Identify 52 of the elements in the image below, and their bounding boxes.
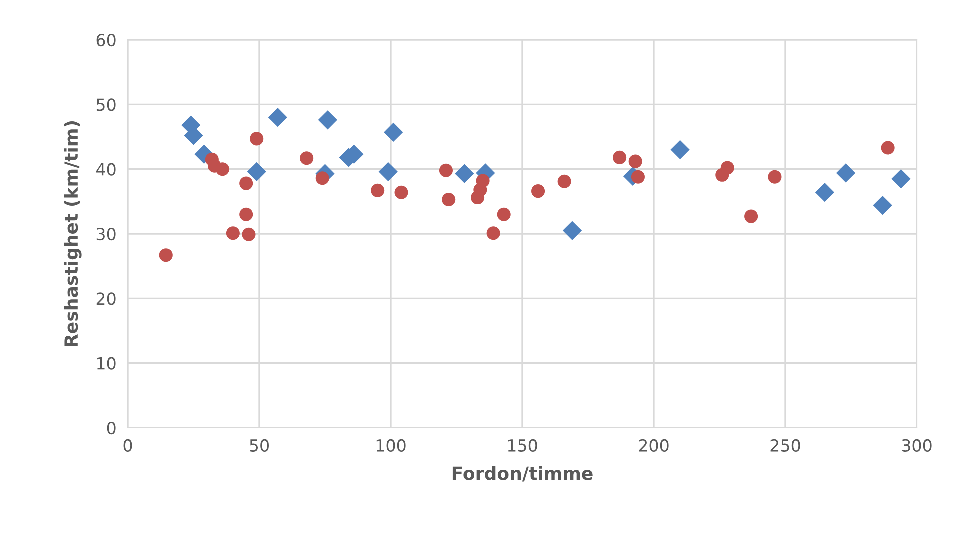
point <box>371 184 385 198</box>
point <box>159 248 173 262</box>
x-tick-label: 300 <box>902 439 932 452</box>
point <box>378 162 398 182</box>
x-tick-label: 200 <box>639 439 669 452</box>
x-tick-label: 0 <box>124 439 132 452</box>
point <box>892 169 911 189</box>
point <box>476 174 490 188</box>
point <box>631 170 645 184</box>
y-tick-label: 40 <box>96 163 116 176</box>
y-tick-label: 10 <box>98 357 116 370</box>
point <box>497 208 511 222</box>
point <box>216 162 230 176</box>
point <box>247 162 266 182</box>
point <box>268 108 288 128</box>
y-tick-label: 50 <box>96 98 116 112</box>
point <box>318 110 338 130</box>
x-axis-title: Fordon/timme <box>452 466 593 482</box>
x-tick-label: 100 <box>376 439 406 452</box>
point <box>744 210 758 224</box>
point <box>240 208 254 222</box>
point <box>836 164 856 183</box>
point <box>394 186 408 200</box>
point <box>720 161 734 175</box>
x-tick-label: 250 <box>770 439 800 452</box>
point <box>442 192 456 206</box>
x-tick-label: 150 <box>508 439 538 452</box>
point <box>881 141 895 155</box>
point <box>384 122 404 142</box>
point <box>558 174 572 188</box>
point <box>562 221 582 240</box>
y-tick-label: 20 <box>96 292 116 306</box>
point <box>613 150 627 164</box>
point <box>873 196 892 216</box>
y-axis-title: Reshastighet (km/tim) <box>64 122 82 346</box>
point <box>815 183 835 202</box>
point <box>226 226 240 240</box>
y-tick-label: 0 <box>107 422 116 435</box>
x-tick-label: 50 <box>250 439 269 452</box>
point <box>300 152 314 166</box>
point <box>250 132 264 146</box>
point <box>532 184 546 198</box>
point <box>439 164 453 178</box>
point <box>628 154 642 168</box>
point <box>242 228 256 242</box>
point <box>670 140 690 160</box>
y-tick-label: 60 <box>96 34 116 47</box>
y-tick-label: 30 <box>96 228 116 241</box>
point <box>240 176 254 190</box>
point <box>768 170 782 184</box>
point <box>455 164 474 184</box>
point <box>486 226 500 240</box>
